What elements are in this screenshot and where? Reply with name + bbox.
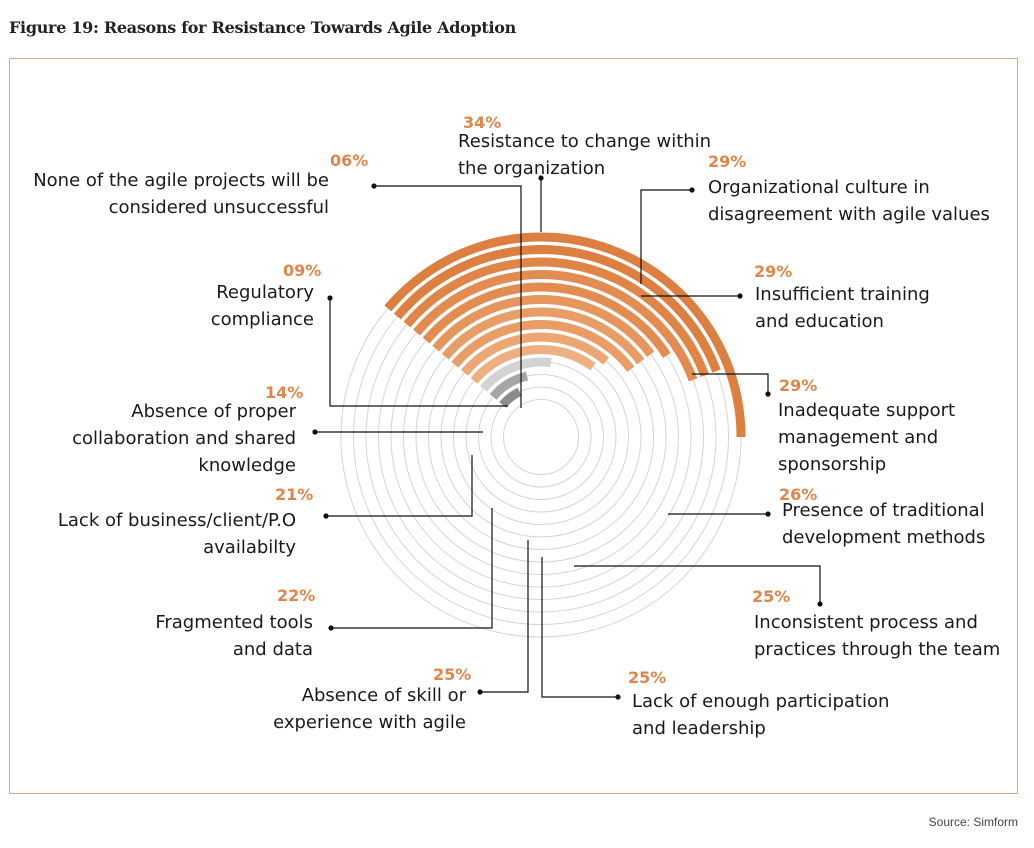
category-label-6-line-1: Inconsistent process and [754,612,978,633]
value-arc-2 [393,245,721,373]
leader-dot-11 [312,429,318,435]
percent-label-11: 14% [265,383,303,402]
value-arc-3 [403,257,710,378]
percent-label-13: 06% [330,151,368,170]
percent-label-8: 25% [433,665,471,684]
figure-title: Figure 19: Reasons for Resistance Toward… [9,18,516,37]
percent-label-2: 29% [708,152,746,171]
category-label-1-line-1: Resistance to change within [458,131,711,152]
category-label-10-line-1: Lack of business/client/P.O [58,510,296,531]
ring-track-13 [490,386,592,488]
category-label-8-line-1: Absence of skill or [302,685,467,706]
value-arc-12 [489,371,529,400]
leader-dot-6 [817,601,823,607]
value-arc-9 [460,332,609,376]
category-label-11-line-3: knowledge [198,455,296,476]
leader-dot-13 [371,183,377,189]
leader-dot-12 [327,295,333,301]
category-label-2-line-1: Organizational culture in [708,177,930,198]
percent-label-12: 09% [283,261,321,280]
value-arc-4 [413,270,698,382]
value-arc-1 [384,232,746,438]
leader-line-12 [329,299,508,407]
leader-line-9 [333,508,493,629]
category-label-7-line-1: Lack of enough participation [632,691,889,712]
category-label-5-line-1: Presence of traditional [782,500,985,521]
leader-line-8 [482,540,529,693]
category-label-4-line-3: sponsorship [778,454,886,475]
value-arc-10 [470,345,596,384]
leader-line-7 [541,557,616,698]
category-label-7-line-2: and leadership [632,718,766,739]
chart-frame [9,58,1018,794]
category-label-11-line-1: Absence of proper [131,401,296,422]
category-label-2-line-2: disagreement with agile values [708,204,990,225]
category-label-5-line-2: development methods [782,527,985,548]
category-label-9-line-2: and data [233,639,313,660]
leader-dot-5 [765,511,771,517]
value-arc-11 [480,357,552,392]
leader-dot-8 [477,689,483,695]
source-note: Source: Simform [928,815,1018,829]
category-label-13-line-1: None of the agile projects will be [33,170,329,191]
percent-label-3: 29% [754,262,792,281]
percent-label-9: 22% [277,586,315,605]
percent-label-4: 29% [779,376,817,395]
percent-label-5: 26% [779,485,817,504]
category-label-1-line-2: the organization [458,158,605,179]
category-label-4-line-2: management and [778,427,938,448]
leader-line-10 [328,455,473,517]
leader-line-4 [692,373,769,393]
percent-label-7: 25% [628,668,666,687]
category-label-8-line-2: experience with agile [273,712,466,733]
leader-line-6 [574,565,821,603]
leader-dot-10 [323,513,329,519]
percent-label-10: 21% [275,485,313,504]
category-label-9-line-1: Fragmented tools [155,612,313,633]
category-label-6-line-2: practices through the team [754,639,1000,660]
value-arc-5 [422,282,671,358]
value-arc-6 [432,295,655,357]
leader-line-2 [640,189,690,284]
leader-dot-3 [737,293,743,299]
leader-dot-2 [689,187,695,193]
category-label-4-line-1: Inadequate support [778,400,955,421]
percent-label-1: 34% [463,113,501,132]
category-label-3-line-2: and education [755,311,884,332]
leader-dot-9 [328,625,334,631]
category-label-10-line-2: availabilty [203,537,296,558]
value-arc-7 [441,307,645,365]
leader-dot-7 [615,694,621,700]
leader-dot-1 [538,175,544,181]
ring-track-12 [478,374,604,500]
value-arc-8 [451,320,635,372]
category-label-12-line-2: compliance [211,309,314,330]
category-label-13-line-2: considered unsuccessful [109,197,329,218]
category-label-12-line-1: Regulatory [216,282,314,303]
value-arc-13 [499,387,522,408]
leader-dot-4 [765,391,771,397]
percent-label-6: 25% [752,587,790,606]
ring-track-center [503,399,579,475]
category-label-11-line-2: collaboration and shared [72,428,296,449]
leader-line-13 [376,185,522,408]
category-label-3-line-1: Insufficient training [755,284,930,305]
